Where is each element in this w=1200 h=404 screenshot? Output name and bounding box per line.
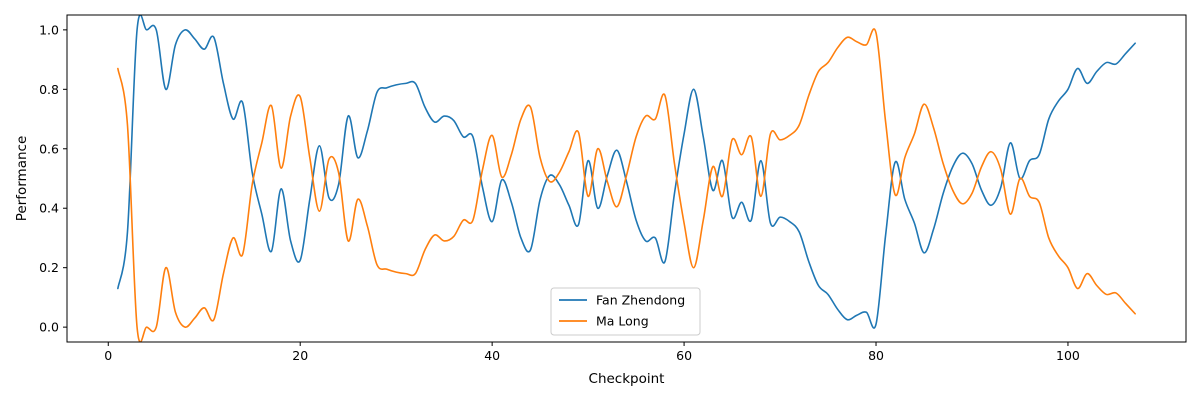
series-line-ma-long [117, 28, 1136, 342]
y-tick-label: 0.2 [39, 260, 59, 275]
series-line-fan-zhendong [117, 15, 1136, 329]
legend-label-fan-zhendong: Fan Zhendong [596, 293, 685, 308]
legend: Fan Zhendong Ma Long [550, 287, 701, 336]
x-axis-label: Checkpoint [589, 371, 665, 387]
y-tick-label: 0.8 [39, 82, 59, 97]
plot-frame [66, 14, 1187, 343]
y-tick-label: 0.0 [39, 320, 59, 335]
y-axis-label: Performance [14, 136, 30, 222]
x-axis-ticks: 0 20 40 60 80 100 [104, 342, 1080, 363]
y-tick-label: 0.6 [39, 141, 59, 156]
series-layer [117, 15, 1136, 342]
x-tick-label: 40 [484, 348, 500, 363]
x-tick-label: 60 [676, 348, 692, 363]
y-tick-label: 0.4 [39, 201, 59, 216]
legend-label-ma-long: Ma Long [596, 314, 649, 329]
y-tick-label: 1.0 [39, 22, 59, 37]
x-tick-label: 80 [868, 348, 884, 363]
legend-box [550, 287, 701, 336]
x-tick-label: 20 [292, 348, 308, 363]
x-tick-label: 100 [1056, 348, 1080, 363]
x-tick-label: 0 [104, 348, 112, 363]
y-axis-ticks: 0.0 0.2 0.4 0.6 0.8 1.0 [39, 22, 67, 335]
